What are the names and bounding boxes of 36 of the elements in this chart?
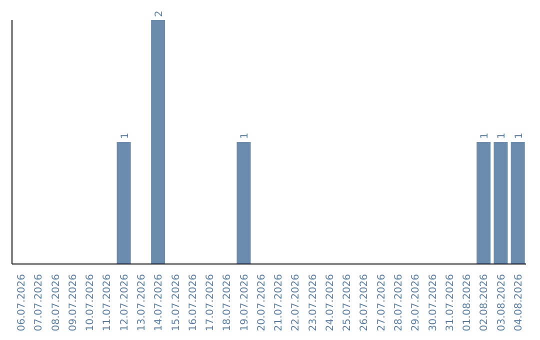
x-tick-label: 11.07.2026 (102, 274, 114, 332)
x-tick-label: 09.07.2026 (68, 274, 79, 332)
x-tick-label: 23.07.2026 (308, 274, 319, 332)
x-tick-label: 06.07.2026 (16, 274, 28, 332)
x-tick-label: 02.08.2026 (479, 274, 490, 332)
x-tick-label: 30.07.2026 (428, 274, 439, 332)
x-tick-label: 24.07.2026 (324, 274, 336, 332)
data-label: 1 (496, 132, 508, 139)
x-tick-label: 13.07.2026 (136, 274, 148, 332)
data-label: 1 (120, 132, 131, 139)
data-label: 1 (514, 132, 525, 139)
x-tick-label: 27.07.2026 (376, 274, 388, 332)
x-tick-label: 04.08.2026 (513, 274, 524, 332)
x-tick-label: 19.07.2026 (239, 274, 250, 332)
x-tick-label: 31.07.2026 (444, 274, 456, 332)
x-tick-label: 14.07.2026 (154, 274, 165, 332)
x-tick-label: 22.07.2026 (290, 274, 302, 332)
data-label: 1 (480, 132, 491, 139)
x-tick-label: 16.07.2026 (188, 274, 199, 332)
x-tick-label: 18.07.2026 (222, 274, 234, 332)
x-tick-label: 10.07.2026 (85, 274, 96, 332)
x-tick-label: 20.07.2026 (256, 274, 268, 332)
x-tick-label: 01.08.2026 (462, 274, 474, 332)
x-tick-label: 15.07.2026 (170, 274, 182, 332)
x-tick-label: 21.07.2026 (274, 274, 285, 332)
x-tick-label: 12.07.2026 (119, 274, 130, 332)
data-label: 1 (240, 132, 251, 139)
x-tick-label: 28.07.2026 (394, 274, 404, 332)
x-tick-label: 08.07.2026 (50, 274, 62, 332)
data-label: 2 (154, 10, 166, 17)
x-tick-label: 26.07.2026 (359, 274, 370, 332)
x-tick-label: 03.08.2026 (496, 274, 508, 332)
x-tick-label: 29.07.2026 (410, 274, 422, 332)
x-tick-label: 07.07.2026 (34, 274, 45, 332)
x-tick-label: 17.07.2026 (205, 274, 216, 332)
x-tick-label: 25.07.2026 (342, 274, 354, 332)
